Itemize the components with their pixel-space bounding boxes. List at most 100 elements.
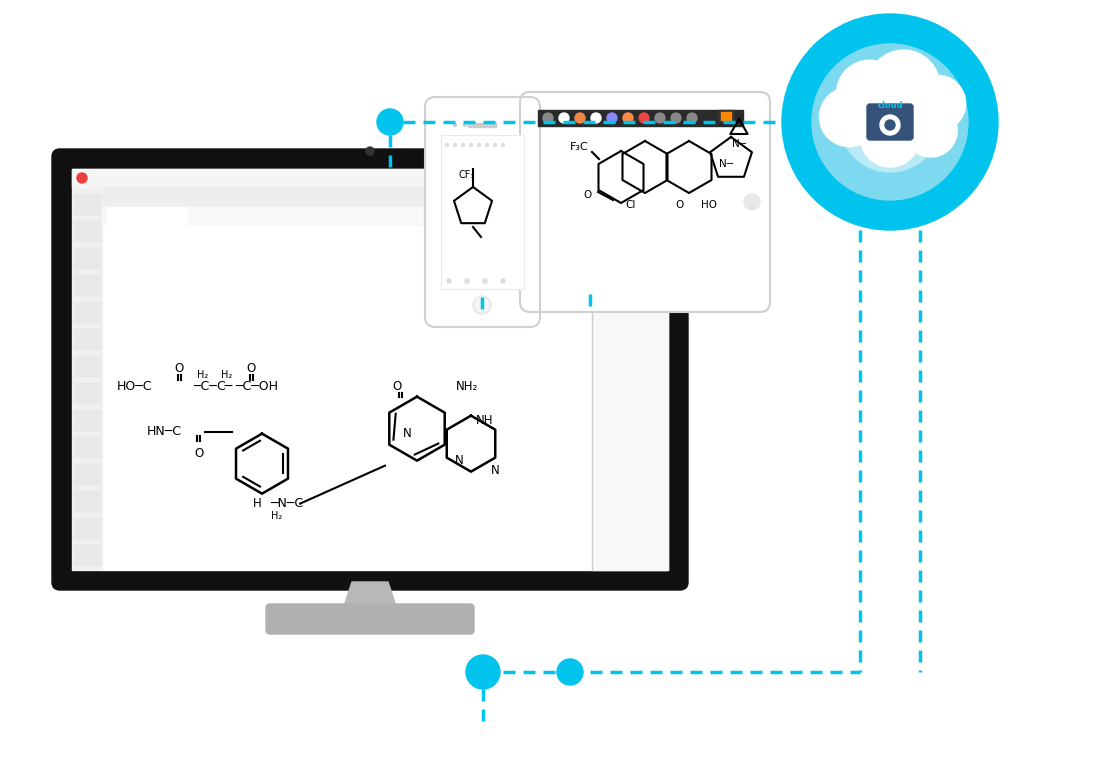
Circle shape [500,279,505,283]
Circle shape [820,87,879,147]
Text: O: O [195,447,204,460]
Polygon shape [342,582,398,612]
Bar [74,518,100,538]
Text: Cl: Cl [626,200,636,210]
Circle shape [453,144,456,147]
FancyBboxPatch shape [867,104,913,140]
Bar [74,464,100,484]
Bar [74,356,100,376]
Circle shape [557,659,583,685]
Circle shape [377,109,403,135]
Circle shape [860,107,920,167]
Text: N: N [491,464,499,477]
Text: KingDraw工作目录 (49): KingDraw工作目录 (49) [610,249,678,255]
Bar [74,194,100,214]
Text: H: H [253,497,262,510]
Circle shape [880,115,900,135]
Text: C─: C─ [216,380,232,393]
Circle shape [502,144,505,147]
Circle shape [477,144,481,147]
Bar [74,437,100,457]
Text: 查找作品(G): 查找作品(G) [610,268,635,274]
Circle shape [475,298,490,312]
Bar [595,216,666,234]
Bar [468,123,496,127]
Circle shape [607,113,617,123]
Circle shape [465,279,469,283]
FancyBboxPatch shape [266,604,474,634]
Circle shape [77,173,87,183]
Circle shape [447,279,451,283]
Bar [74,302,100,322]
Bar [718,110,734,122]
Bar [538,110,742,294]
Circle shape [543,113,553,123]
Text: cloud: cloud [877,101,903,110]
Text: N: N [454,454,463,467]
Bar [74,248,100,268]
Circle shape [671,113,681,123]
Circle shape [446,144,449,147]
Text: O: O [175,362,184,375]
Bar [107,207,187,225]
Circle shape [453,123,456,126]
Text: N─: N─ [732,139,746,149]
Text: H₂: H₂ [221,369,232,380]
Circle shape [688,113,697,123]
Text: ─C─OH: ─C─OH [235,380,278,393]
Bar [595,247,607,257]
Circle shape [904,104,957,157]
Bar [74,491,100,511]
Circle shape [473,296,491,314]
Circle shape [462,144,464,147]
Bar [720,112,732,120]
Circle shape [591,113,601,123]
Text: O: O [675,200,683,210]
Circle shape [473,123,476,126]
Text: H₂: H₂ [272,511,283,521]
Text: ─: ─ [629,173,635,182]
Text: ×: × [652,173,660,183]
Circle shape [812,44,968,200]
Bar [72,169,668,187]
Circle shape [910,76,966,132]
Text: N: N [403,427,411,440]
Circle shape [867,50,939,123]
Circle shape [639,113,649,123]
Text: HN─C: HN─C [147,425,182,438]
FancyBboxPatch shape [615,171,659,185]
Circle shape [837,61,903,126]
Text: CF₃: CF₃ [459,170,475,180]
Bar [102,187,668,207]
Text: ─N─C: ─N─C [270,497,304,510]
Bar [74,410,100,430]
Text: F₃C: F₃C [570,142,589,152]
Text: H₂: H₂ [197,369,209,380]
Circle shape [575,113,585,123]
Text: HO: HO [701,200,717,210]
Bar [74,221,100,241]
Circle shape [494,144,496,147]
Bar [441,135,524,289]
Text: O: O [246,362,255,375]
Text: O: O [393,380,402,393]
Bar [102,169,668,570]
Bar [538,110,742,126]
Circle shape [782,14,998,230]
Circle shape [654,113,666,123]
Bar [592,189,668,211]
Circle shape [559,113,569,123]
Text: HO─C: HO─C [117,380,153,393]
Circle shape [494,123,496,126]
Text: O: O [583,190,591,200]
Circle shape [744,194,760,210]
Circle shape [483,279,487,283]
Bar [74,275,100,295]
Bar [74,383,100,403]
FancyBboxPatch shape [52,149,688,590]
Circle shape [886,120,895,130]
Text: 文件管理: 文件管理 [597,195,616,204]
Circle shape [484,123,486,126]
Bar [592,169,668,570]
FancyBboxPatch shape [520,92,770,312]
